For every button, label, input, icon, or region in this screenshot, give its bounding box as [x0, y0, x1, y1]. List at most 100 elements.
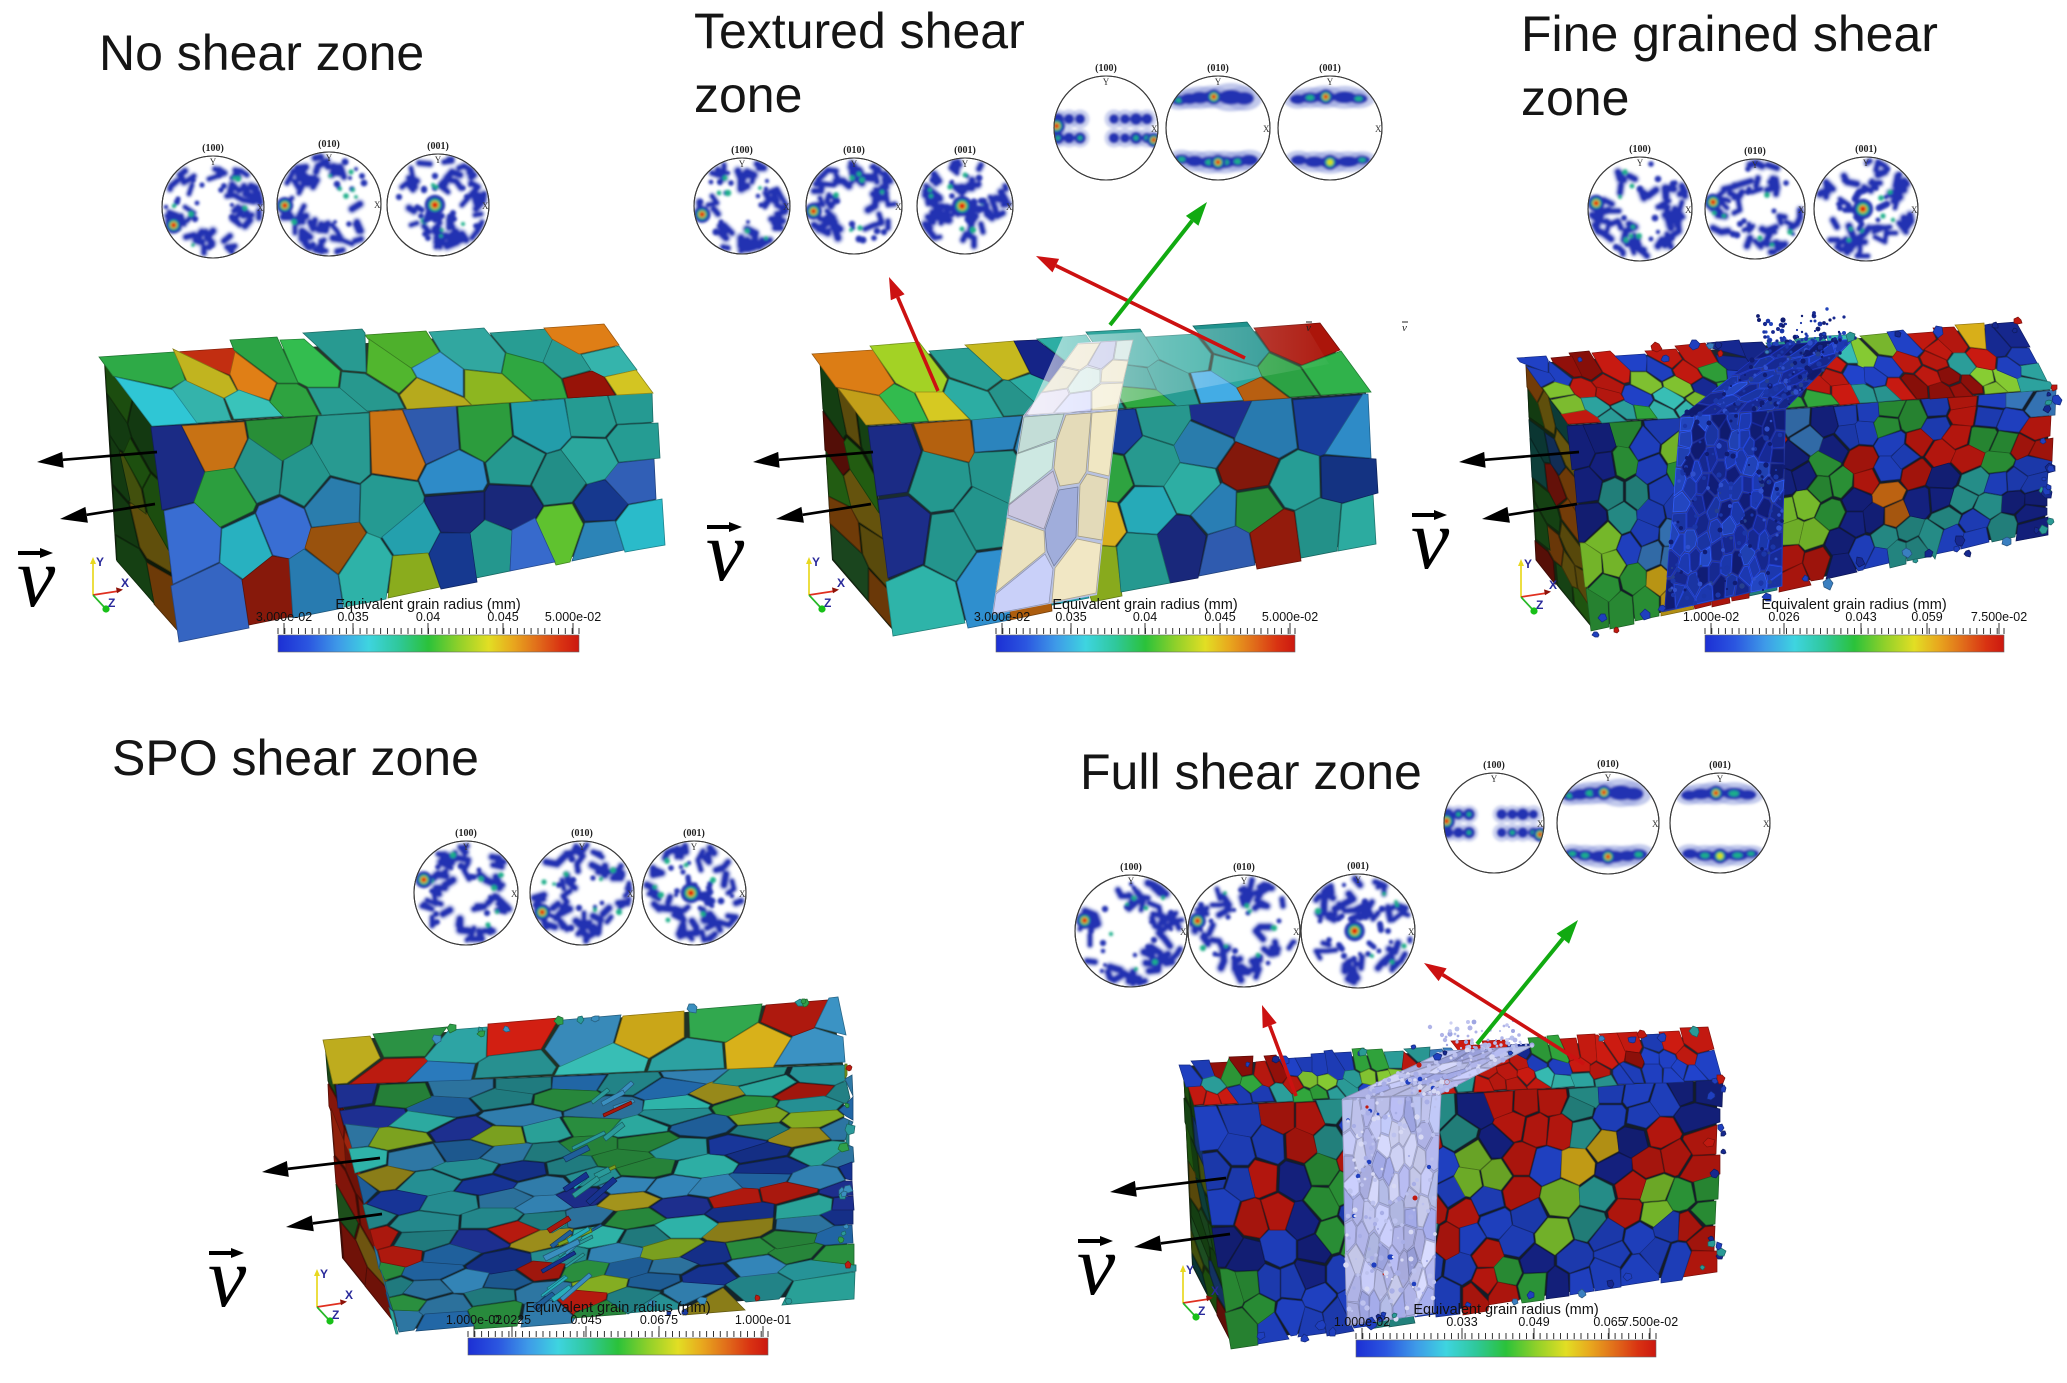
svg-text:(100): (100)	[1120, 862, 1142, 873]
svg-text:v: v	[706, 503, 745, 599]
svg-text:0.049: 0.049	[1518, 1315, 1549, 1329]
svg-text:(100): (100)	[1095, 63, 1117, 74]
svg-text:3.000e-02: 3.000e-02	[256, 610, 312, 624]
svg-text:X: X	[1211, 1284, 1219, 1298]
svg-text:Fine grained shear: Fine grained shear	[1521, 6, 1938, 62]
svg-text:(001): (001)	[427, 141, 449, 152]
svg-text:0.043: 0.043	[1845, 610, 1876, 624]
svg-text:Y: Y	[812, 555, 820, 569]
svg-text:Z: Z	[332, 1308, 339, 1322]
svg-text:Y: Y	[1241, 876, 1248, 886]
svg-text:Y: Y	[739, 159, 746, 169]
svg-text:X: X	[1408, 927, 1415, 937]
svg-text:X: X	[627, 889, 634, 899]
svg-text:X: X	[482, 201, 489, 211]
svg-text:SPO shear zone: SPO shear zone	[112, 730, 479, 786]
svg-text:(010): (010)	[571, 828, 593, 839]
svg-text:0.065: 0.065	[1593, 1315, 1624, 1329]
svg-text:X: X	[837, 576, 845, 590]
svg-text:Equivalent grain radius (mm): Equivalent grain radius (mm)	[1761, 597, 1946, 613]
svg-text:X: X	[783, 202, 790, 212]
svg-text:X: X	[1911, 205, 1918, 215]
svg-text:(100): (100)	[202, 143, 224, 154]
svg-text:Y: Y	[1103, 77, 1110, 87]
svg-text:0.045: 0.045	[487, 610, 518, 624]
svg-text:0.045: 0.045	[570, 1313, 601, 1327]
svg-text:(100): (100)	[731, 145, 753, 156]
svg-text:0.04: 0.04	[416, 610, 440, 624]
svg-text:(010): (010)	[1233, 862, 1255, 873]
svg-text:Equivalent grain radius (mm): Equivalent grain radius (mm)	[525, 1300, 710, 1316]
svg-text:1.000e-01: 1.000e-01	[735, 1313, 791, 1327]
svg-text:(010): (010)	[1597, 759, 1619, 770]
svg-text:(100): (100)	[455, 828, 477, 839]
svg-text:(010): (010)	[318, 139, 340, 150]
svg-text:Equivalent grain radius (mm): Equivalent grain radius (mm)	[1413, 1302, 1598, 1318]
svg-text:1.000e-02: 1.000e-02	[1334, 1315, 1390, 1329]
svg-text:3.000e-02: 3.000e-02	[974, 610, 1030, 624]
svg-text:X: X	[1293, 927, 1300, 937]
svg-text:1.000e-02: 1.000e-02	[1683, 610, 1739, 624]
svg-text:X: X	[345, 1288, 353, 1302]
svg-text:Z: Z	[1536, 598, 1543, 612]
svg-text:0.0675: 0.0675	[640, 1313, 678, 1327]
svg-text:Y: Y	[851, 159, 858, 169]
svg-text:(001): (001)	[683, 828, 705, 839]
svg-text:Y: Y	[1863, 158, 1870, 168]
svg-text:v: v	[1077, 1217, 1116, 1313]
svg-text:v: v	[17, 529, 56, 625]
svg-text:Y: Y	[962, 159, 969, 169]
svg-text:Textured shear: Textured shear	[694, 3, 1025, 59]
svg-text:Full shear zone: Full shear zone	[1080, 744, 1422, 800]
svg-text:0.026: 0.026	[1768, 610, 1799, 624]
svg-text:X: X	[1006, 202, 1013, 212]
svg-text:Y: Y	[96, 555, 104, 569]
svg-text:(001): (001)	[954, 145, 976, 156]
svg-text:Y: Y	[1717, 774, 1724, 784]
svg-text:Z: Z	[1198, 1304, 1205, 1318]
svg-text:Y: Y	[579, 842, 586, 852]
svg-text:X: X	[1763, 819, 1770, 829]
svg-text:X: X	[1537, 819, 1544, 829]
svg-text:X: X	[257, 203, 264, 213]
svg-text:X: X	[1685, 205, 1692, 215]
svg-text:0.035: 0.035	[1055, 610, 1086, 624]
svg-text:X: X	[1375, 124, 1382, 134]
svg-text:Y: Y	[320, 1267, 328, 1281]
svg-text:(010): (010)	[1744, 146, 1766, 157]
svg-text:7.500e-02: 7.500e-02	[1971, 610, 2027, 624]
svg-text:Y: Y	[691, 842, 698, 852]
svg-text:X: X	[1549, 578, 1557, 592]
svg-text:0.0225: 0.0225	[493, 1313, 531, 1327]
svg-text:zone: zone	[1521, 70, 1629, 126]
svg-text:v: v	[208, 1229, 247, 1325]
svg-text:0.059: 0.059	[1911, 610, 1942, 624]
svg-text:(100): (100)	[1483, 760, 1505, 771]
svg-text:7.500e-02: 7.500e-02	[1622, 1315, 1678, 1329]
svg-text:(001): (001)	[1347, 861, 1369, 872]
svg-text:X: X	[1180, 927, 1187, 937]
svg-text:v: v	[1402, 322, 1407, 334]
svg-text:5.000e-02: 5.000e-02	[545, 610, 601, 624]
svg-text:Y: Y	[326, 153, 333, 163]
svg-text:v: v	[1306, 322, 1311, 334]
svg-text:X: X	[1263, 124, 1270, 134]
svg-text:Y: Y	[1327, 77, 1334, 87]
svg-text:Equivalent grain radius (mm): Equivalent grain radius (mm)	[1052, 597, 1237, 613]
svg-text:Equivalent grain radius (mm): Equivalent grain radius (mm)	[335, 597, 520, 613]
svg-text:(001): (001)	[1319, 63, 1341, 74]
svg-text:0.045: 0.045	[1204, 610, 1235, 624]
svg-text:Y: Y	[435, 155, 442, 165]
svg-text:1.000e-02: 1.000e-02	[446, 1313, 502, 1327]
svg-text:Y: Y	[1524, 557, 1532, 571]
svg-text:Z: Z	[108, 596, 115, 610]
svg-text:0.04: 0.04	[1133, 610, 1157, 624]
svg-text:(001): (001)	[1709, 760, 1731, 771]
svg-text:Y: Y	[1128, 876, 1135, 886]
svg-text:X: X	[1798, 205, 1805, 215]
svg-text:0.033: 0.033	[1446, 1315, 1477, 1329]
svg-text:X: X	[739, 889, 746, 899]
svg-text:(010): (010)	[1207, 63, 1229, 74]
svg-text:X: X	[1151, 124, 1158, 134]
svg-text:X: X	[374, 200, 381, 210]
